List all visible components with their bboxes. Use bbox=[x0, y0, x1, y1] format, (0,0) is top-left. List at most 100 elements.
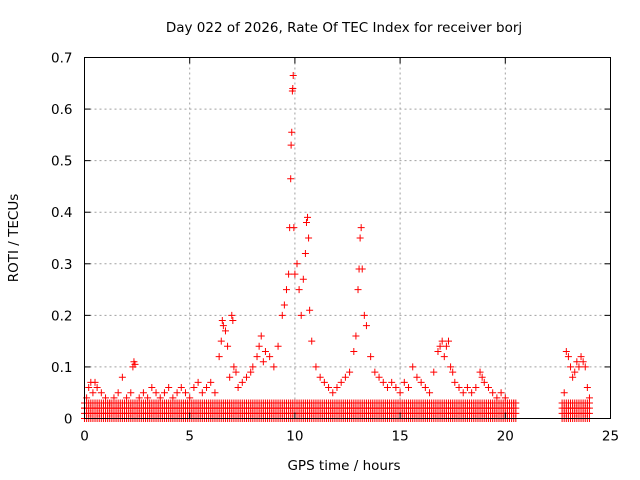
data-point bbox=[266, 353, 274, 361]
data-point bbox=[270, 363, 278, 371]
data-point bbox=[468, 389, 476, 397]
plot-frame bbox=[84, 57, 611, 419]
y-tick-label: 0.1 bbox=[51, 360, 72, 376]
x-tick-label: 25 bbox=[602, 429, 619, 445]
data-point bbox=[181, 389, 189, 397]
data-point bbox=[362, 322, 370, 330]
data-point bbox=[295, 286, 303, 294]
data-point bbox=[299, 275, 307, 283]
data-point bbox=[290, 224, 298, 232]
data-point bbox=[288, 128, 296, 136]
data-point bbox=[358, 265, 366, 273]
data-point bbox=[442, 342, 450, 350]
data-point bbox=[489, 389, 497, 397]
data-point bbox=[114, 389, 122, 397]
data-point bbox=[379, 378, 387, 386]
data-point bbox=[306, 306, 314, 314]
y-tick-label: 0 bbox=[64, 412, 73, 428]
data-point bbox=[350, 347, 358, 355]
data-point bbox=[257, 332, 265, 340]
data-point bbox=[440, 353, 448, 361]
data-point bbox=[219, 322, 227, 330]
data-point bbox=[211, 389, 219, 397]
data-point bbox=[207, 378, 215, 386]
data-point bbox=[569, 373, 577, 381]
data-point bbox=[305, 234, 313, 242]
data-point bbox=[560, 389, 568, 397]
data-point bbox=[449, 368, 457, 376]
data-point bbox=[333, 384, 341, 392]
data-point bbox=[478, 373, 486, 381]
x-tick-label: 10 bbox=[286, 429, 303, 445]
data-point bbox=[253, 353, 261, 361]
data-point bbox=[123, 394, 131, 402]
data-point bbox=[228, 311, 236, 319]
data-point bbox=[229, 317, 237, 325]
data-point bbox=[127, 389, 135, 397]
data-point bbox=[341, 373, 349, 381]
data-point bbox=[255, 342, 263, 350]
data-point bbox=[177, 384, 185, 392]
y-tick-label: 0.7 bbox=[51, 51, 72, 67]
data-point bbox=[218, 317, 226, 325]
data-point bbox=[497, 389, 505, 397]
data-point bbox=[280, 301, 288, 309]
data-point bbox=[562, 347, 570, 355]
data-point bbox=[447, 363, 455, 371]
data-point bbox=[247, 368, 255, 376]
data-point bbox=[472, 384, 480, 392]
data-point bbox=[194, 378, 202, 386]
data-point bbox=[501, 394, 509, 402]
data-point bbox=[224, 342, 232, 350]
y-tick-label: 0.6 bbox=[51, 102, 72, 118]
data-point bbox=[329, 389, 337, 397]
grid-lines bbox=[84, 57, 611, 419]
data-point bbox=[144, 394, 152, 402]
data-point bbox=[409, 363, 417, 371]
data-point bbox=[320, 378, 328, 386]
x-tick-label: 20 bbox=[497, 429, 514, 445]
data-point bbox=[287, 175, 295, 183]
data-point bbox=[173, 389, 181, 397]
data-point bbox=[436, 342, 444, 350]
data-point bbox=[438, 337, 446, 345]
data-point bbox=[85, 384, 93, 392]
data-point bbox=[325, 384, 333, 392]
data-point bbox=[354, 286, 362, 294]
data-point bbox=[573, 358, 581, 366]
y-axis-label: ROTI / TECUs bbox=[6, 194, 22, 282]
x-tick-label: 15 bbox=[392, 429, 409, 445]
data-point bbox=[217, 337, 225, 345]
data-point bbox=[312, 363, 320, 371]
data-point bbox=[230, 363, 238, 371]
data-point bbox=[93, 384, 101, 392]
data-point bbox=[337, 378, 345, 386]
x-axis-label: GPS time / hours bbox=[287, 458, 400, 474]
data-point bbox=[583, 384, 591, 392]
chart-title: Day 022 of 2026, Rate Of TEC Index for r… bbox=[166, 20, 522, 36]
data-point bbox=[579, 358, 587, 366]
data-point bbox=[110, 394, 118, 402]
data-point bbox=[156, 394, 164, 402]
data-point bbox=[259, 358, 267, 366]
data-point bbox=[455, 384, 463, 392]
data-point bbox=[282, 286, 290, 294]
data-point bbox=[581, 363, 589, 371]
data-point bbox=[383, 384, 391, 392]
data-point bbox=[148, 384, 156, 392]
data-point bbox=[360, 311, 368, 319]
data-point bbox=[291, 270, 299, 278]
data-point bbox=[434, 347, 442, 355]
data-point bbox=[417, 378, 425, 386]
data-point bbox=[575, 363, 583, 371]
data-point bbox=[304, 213, 312, 221]
data-point bbox=[198, 389, 206, 397]
data-point bbox=[152, 389, 160, 397]
data-point bbox=[577, 353, 585, 361]
data-point bbox=[91, 378, 99, 386]
data-point bbox=[388, 378, 396, 386]
data-point bbox=[289, 84, 297, 92]
data-point bbox=[357, 224, 365, 232]
axis-ticks bbox=[84, 57, 611, 419]
